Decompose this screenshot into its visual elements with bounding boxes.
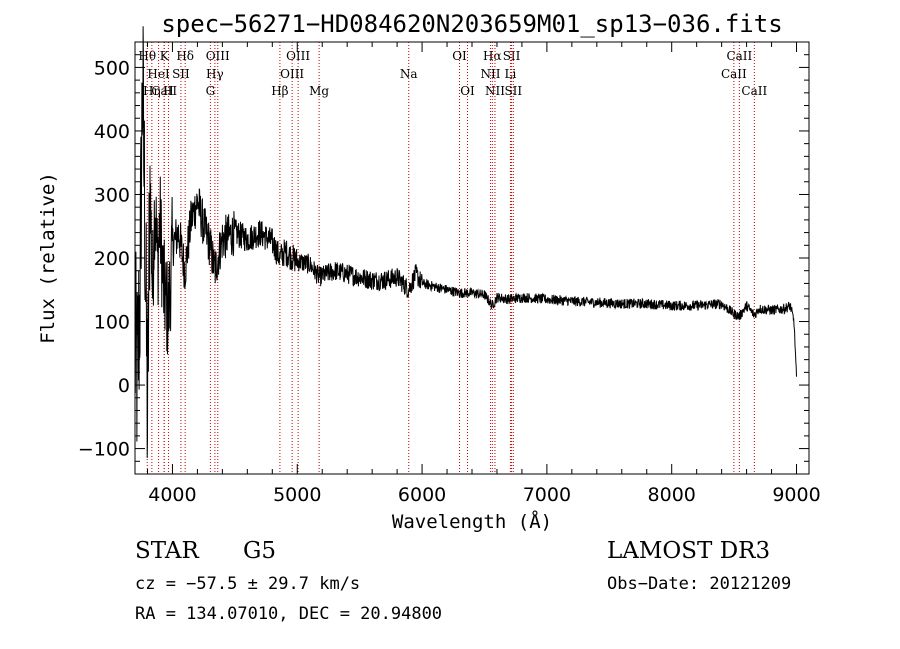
spectral-line-label: G (206, 84, 216, 98)
y-tick-label: 0 (118, 375, 130, 397)
y-tick-label: 100 (94, 312, 130, 334)
spectral-line-label: SII (172, 67, 190, 81)
y-tick-label: 300 (94, 184, 130, 206)
x-axis-ticks: 4000 5000 6000 7000 8000 9000 (146, 42, 821, 506)
spectral-line-label: Hη (143, 84, 161, 98)
spectral-line-label: K (160, 49, 170, 63)
y-tick-label: 500 (94, 57, 130, 79)
y-axis-ticks: −100 0 100 200 300 400 500 (78, 41, 809, 462)
spectral-line-label: OI (452, 49, 467, 63)
y-tick-label: −100 (78, 439, 130, 461)
spectral-line-label: Hβ (271, 84, 288, 98)
redshift-cz: cz = −57.5 ± 29.7 km/s (135, 574, 361, 594)
spectral-line-label: CaII (741, 84, 767, 98)
y-tick-label: 400 (94, 121, 130, 143)
spectral-line-label: SII (504, 84, 522, 98)
spectral-line-label: Hγ (206, 67, 224, 81)
x-axis-label: Wavelength (Å) (392, 510, 552, 533)
spectral-line-label: CaII (721, 67, 747, 81)
observation-date: Obs−Date: 20121209 (607, 574, 792, 594)
y-axis-label: Flux (relative) (37, 172, 59, 344)
spectral-line-label: Hα (483, 49, 502, 63)
spectrum-series (134, 26, 797, 458)
chart-title: spec−56271−HD084620N203659M01_sp13−036.f… (161, 10, 782, 38)
x-tick-label: 5000 (273, 484, 321, 506)
spectral-line-label: NII (480, 67, 500, 81)
object-type: STAR (135, 538, 199, 564)
spectral-line-label: OIII (280, 67, 304, 81)
x-tick-label: 4000 (148, 484, 196, 506)
x-tick-label: 9000 (772, 484, 820, 506)
ra-dec-coordinates: RA = 134.07010, DEC = 20.94800 (135, 604, 443, 624)
object-subclass: G5 (243, 538, 277, 564)
spectral-line-label: Hθ (138, 49, 156, 63)
spectral-line-label: Mg (309, 84, 329, 98)
spectral-line-label: HeI (147, 67, 170, 81)
spectral-line-label: Na (400, 67, 418, 81)
spectral-line-label: OIII (206, 49, 230, 63)
spectral-line-label: CaII (726, 49, 752, 63)
x-tick-label: 8000 (648, 484, 696, 506)
y-tick-label: 200 (94, 248, 130, 270)
spectral-line-markers: CaII Hθ Hη K HeI H SII Hδ OIII Hγ G Hβ OIII OIII Mg Na O… (138, 42, 767, 474)
spectral-line-label: NII (485, 84, 505, 98)
spectral-line-label: Li (505, 67, 517, 81)
spectral-line-label: Hδ (176, 49, 194, 63)
spectral-line-label: OI (460, 84, 475, 98)
spectral-line-label: OIII (286, 49, 310, 63)
plot-frame (134, 41, 810, 475)
spectral-line-label: H (163, 84, 173, 98)
x-tick-label: 6000 (398, 484, 446, 506)
x-tick-label: 7000 (523, 484, 571, 506)
survey-name: LAMOST DR3 (607, 538, 771, 564)
spectral-line-label: SII (503, 49, 521, 63)
